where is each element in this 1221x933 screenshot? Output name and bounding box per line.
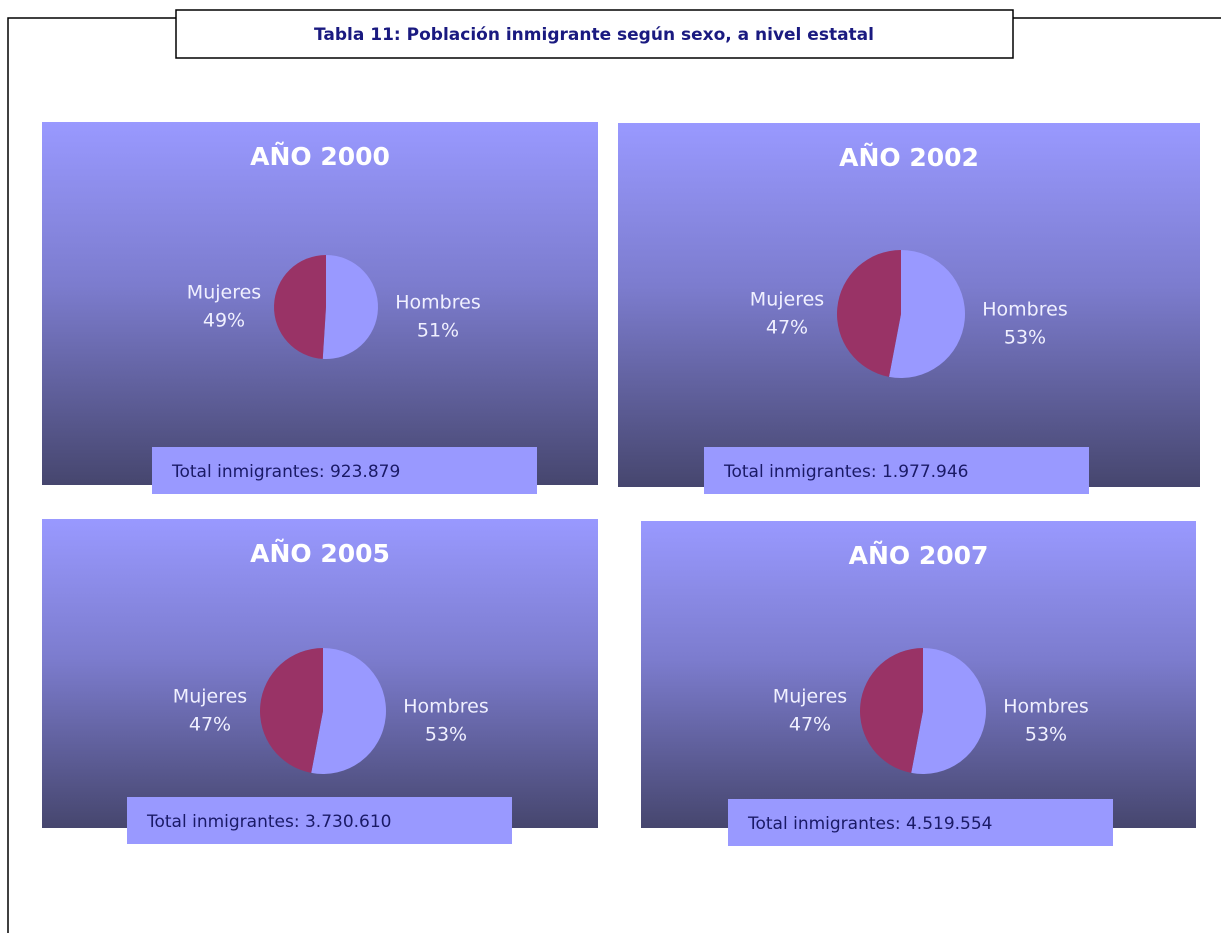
slice-name: Hombres <box>395 292 480 314</box>
total-label: Total inmigrantes: 923.879 <box>171 462 400 482</box>
page-title: Tabla 11: Población inmigrante según sex… <box>314 25 874 45</box>
slice-label: 51% <box>417 320 459 342</box>
slice-label: 47% <box>789 714 831 736</box>
total-label: Total inmigrantes: 1.977.946 <box>723 462 969 482</box>
slice-name: Hombres <box>982 299 1067 321</box>
chart-title: AÑO 2005 <box>250 539 390 568</box>
total-box <box>127 797 512 844</box>
slice-label: 49% <box>203 310 245 332</box>
pie-slice <box>860 648 923 773</box>
slice-label: 47% <box>766 317 808 339</box>
pie-slice <box>911 648 986 774</box>
slice-name: Hombres <box>403 696 488 718</box>
slice-name: Mujeres <box>173 686 247 708</box>
pie-slice <box>322 255 378 359</box>
pie-slice <box>311 648 386 774</box>
pie-slice <box>837 250 901 377</box>
chart-title: AÑO 2007 <box>849 541 989 570</box>
pie-slice <box>273 255 326 359</box>
slice-label: 53% <box>425 724 467 746</box>
total-box <box>728 799 1113 846</box>
pie-slice <box>259 648 323 773</box>
slice-label: 47% <box>189 714 231 736</box>
title-box <box>175 9 1014 59</box>
slice-label: 53% <box>1004 327 1046 349</box>
chart-title: AÑO 2002 <box>839 143 979 172</box>
total-label: Total inmigrantes: 4.519.554 <box>747 814 993 834</box>
slice-name: Hombres <box>1003 696 1088 718</box>
total-box <box>152 447 537 494</box>
total-box <box>704 447 1089 494</box>
slice-name: Mujeres <box>187 282 261 304</box>
slice-label: 53% <box>1025 724 1067 746</box>
frame <box>7 17 1221 933</box>
slice-name: Mujeres <box>750 289 824 311</box>
slice-name: Mujeres <box>773 686 847 708</box>
chart-title: AÑO 2000 <box>250 142 390 171</box>
total-label: Total inmigrantes: 3.730.610 <box>146 812 392 832</box>
pie-slice <box>889 250 965 378</box>
